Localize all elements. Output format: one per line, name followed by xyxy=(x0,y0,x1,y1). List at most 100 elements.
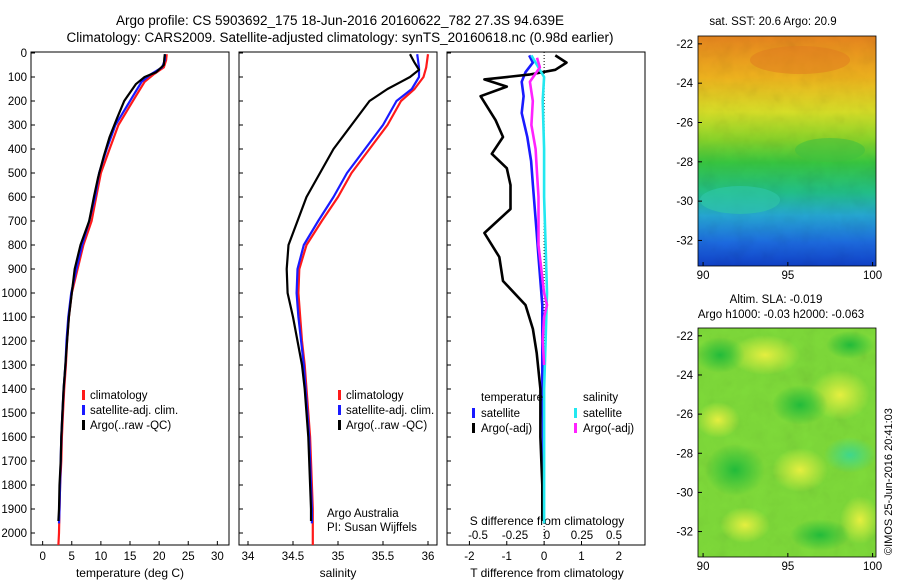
sal-x-tick-label: 34.5 xyxy=(282,551,304,563)
diff-T-tick-label: -2 xyxy=(464,551,474,563)
depth-tick-label: 1800 xyxy=(1,480,27,492)
map-x-tick-label: 100 xyxy=(863,561,882,573)
diff-S-tick-label: 0.25 xyxy=(571,530,593,542)
depth-tick-label: 2000 xyxy=(1,528,27,540)
depth-tick-label: 700 xyxy=(8,216,27,228)
temp-x-tick-label: 30 xyxy=(211,551,224,563)
diff-S-tick-label: 0.5 xyxy=(606,530,622,542)
diff-legend-swatch xyxy=(472,408,475,418)
chart-marks: 0100200300400500600700800900100011001200… xyxy=(1,16,882,580)
legend-swatch xyxy=(82,405,85,415)
series-line-salinity-0 xyxy=(297,54,430,545)
sla-map xyxy=(697,327,877,558)
sla-map-title-1: Altim. SLA: -0.019 xyxy=(730,294,823,306)
diff-legend-title: salinity xyxy=(583,392,618,404)
map-y-tick-label: -28 xyxy=(676,448,693,460)
diff-S-tick-label: 0 xyxy=(544,530,550,542)
map-y-tick-label: -22 xyxy=(676,331,693,343)
sal-x-tick-label: 35.5 xyxy=(372,551,394,563)
diff-legend-label: Argo(-adj) xyxy=(481,423,532,435)
map-y-tick-label: -30 xyxy=(676,196,693,208)
temp-x-tick-label: 10 xyxy=(94,551,107,563)
salinity-panel-frame xyxy=(238,51,438,546)
legend-label: climatology xyxy=(346,390,404,402)
map-x-tick-label: 90 xyxy=(697,561,710,573)
map-y-tick-label: -26 xyxy=(676,409,693,421)
diff-S-tick-label: -0.25 xyxy=(502,530,528,542)
depth-tick-label: 800 xyxy=(8,240,27,252)
map-y-tick-label: -26 xyxy=(676,117,693,129)
legend-label: Argo(..raw -QC) xyxy=(90,420,171,432)
map-y-tick-label: -30 xyxy=(676,487,693,499)
depth-tick-label: 1300 xyxy=(1,360,27,372)
diff-series-line-2 xyxy=(530,54,549,524)
temp-x-axis-label: temperature (deg C) xyxy=(76,566,184,580)
sal-x-axis-label: salinity xyxy=(320,566,357,580)
map-x-tick-label: 95 xyxy=(781,561,794,573)
diff-T-axis-label: T difference from climatology xyxy=(470,566,624,580)
argo-attribution-2: PI: Susan Wijffels xyxy=(327,522,417,534)
sst-map xyxy=(697,35,877,267)
diff-T-tick-label: 2 xyxy=(616,551,622,563)
series-line-temperature-1 xyxy=(57,54,166,524)
depth-tick-label: 1700 xyxy=(1,456,27,468)
diff-legend-swatch xyxy=(574,423,577,433)
legend-label: Argo(..raw -QC) xyxy=(346,420,427,432)
legend-swatch xyxy=(82,420,85,430)
legend-swatch xyxy=(82,390,85,400)
diff-legend-swatch xyxy=(472,423,475,433)
depth-tick-label: 400 xyxy=(8,144,27,156)
sal-x-tick-label: 36 xyxy=(422,551,435,563)
diff-series-line-3 xyxy=(528,57,549,366)
legend-swatch xyxy=(338,405,341,415)
diff-T-tick-label: 0 xyxy=(541,551,547,563)
diff-series-line-1 xyxy=(479,54,568,521)
temp-x-tick-label: 25 xyxy=(182,551,195,563)
depth-tick-label: 600 xyxy=(8,192,27,204)
legend-label: satellite-adj. clim. xyxy=(90,405,178,417)
depth-tick-label: 900 xyxy=(8,264,27,276)
diff-legend-title: temperature xyxy=(481,392,543,404)
legend-swatch xyxy=(338,390,341,400)
depth-tick-label: 300 xyxy=(8,120,27,132)
map-x-tick-label: 90 xyxy=(697,270,710,282)
argo-attribution-1: Argo Australia xyxy=(327,508,399,520)
depth-tick-label: 1200 xyxy=(1,336,27,348)
map-y-tick-label: -32 xyxy=(676,527,693,539)
map-y-tick-label: -28 xyxy=(676,157,693,169)
figure-title-line2: Climatology: CARS2009. Satellite-adjuste… xyxy=(66,30,614,45)
depth-tick-label: 1900 xyxy=(1,504,27,516)
diff-S-tick-label: -0.5 xyxy=(468,530,488,542)
temp-x-tick-label: 5 xyxy=(69,551,75,563)
depth-tick-label: 1100 xyxy=(2,312,27,324)
temp-x-tick-label: 0 xyxy=(39,551,45,563)
legend-swatch xyxy=(338,420,341,430)
temp-x-tick-label: 20 xyxy=(153,551,166,563)
series-line-temperature-2 xyxy=(57,54,166,522)
map-y-tick-label: -24 xyxy=(676,370,693,382)
map-y-tick-label: -22 xyxy=(676,39,693,51)
figure-title-line1: Argo profile: CS 5903692_175 18-Jun-2016… xyxy=(115,13,565,28)
map-x-tick-label: 95 xyxy=(781,270,794,282)
depth-tick-label: 500 xyxy=(8,168,27,180)
map-x-tick-label: 100 xyxy=(863,270,882,282)
legend-label: climatology xyxy=(90,390,148,402)
legend-label: satellite-adj. clim. xyxy=(346,405,434,417)
difference-panel-frame xyxy=(446,51,646,546)
depth-tick-label: 1500 xyxy=(1,408,27,420)
depth-tick-label: 100 xyxy=(8,72,27,84)
diff-legend-label: satellite xyxy=(481,408,520,420)
map-y-tick-label: -32 xyxy=(676,235,693,247)
map-y-tick-label: -24 xyxy=(676,78,693,90)
diff-T-tick-label: -1 xyxy=(502,551,512,563)
depth-tick-label: 1400 xyxy=(1,384,27,396)
diff-T-tick-label: 1 xyxy=(578,551,584,563)
series-line-salinity-2 xyxy=(285,53,421,521)
temp-x-tick-label: 15 xyxy=(124,551,137,563)
depth-tick-label: 200 xyxy=(8,96,27,108)
imos-timestamp: ©IMOS 25-Jun-2016 20:41:03 xyxy=(883,408,895,555)
series-line-salinity-1 xyxy=(295,54,421,524)
diff-legend-swatch xyxy=(574,408,577,418)
sal-x-tick-label: 34 xyxy=(242,551,255,563)
